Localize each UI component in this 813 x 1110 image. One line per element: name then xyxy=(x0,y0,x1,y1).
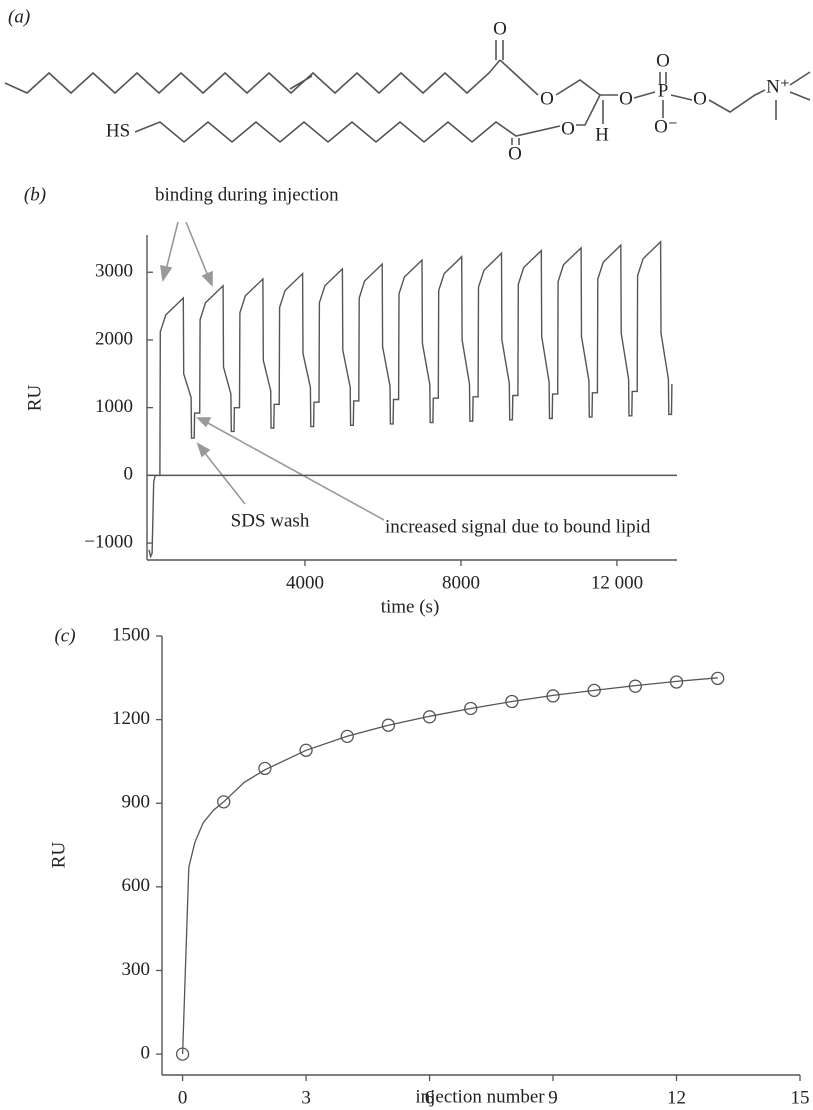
point xyxy=(628,679,643,693)
point xyxy=(299,743,313,757)
y-tick-label: 600 xyxy=(122,875,151,896)
bond xyxy=(576,94,601,126)
annotation: SDS wash xyxy=(231,510,310,531)
x-tick-label: 15 xyxy=(791,1087,810,1108)
atom-label: O xyxy=(561,118,575,139)
bond xyxy=(708,89,766,113)
point xyxy=(258,761,272,776)
x-tick-label: 9 xyxy=(548,1087,558,1108)
y-tick-label: 2000 xyxy=(95,328,133,349)
y-tick-label: 900 xyxy=(122,792,151,813)
bond xyxy=(633,91,656,99)
point xyxy=(217,795,231,809)
x-tick-label: 8000 xyxy=(442,572,480,593)
y-tick-label: 1200 xyxy=(112,708,150,729)
arrows xyxy=(160,221,385,521)
annotation: increased signal due to bound lipid xyxy=(385,516,651,537)
bond xyxy=(289,75,313,90)
bond xyxy=(789,91,811,101)
y-tick-label: 0 xyxy=(124,464,134,485)
y-axis-label: RU xyxy=(24,385,45,412)
point xyxy=(381,718,396,732)
bond xyxy=(134,120,561,144)
x-tick-label: 4000 xyxy=(286,572,324,593)
panel-label: (b) xyxy=(24,184,46,205)
y-tick-label: −1000 xyxy=(84,531,133,552)
trace xyxy=(148,240,673,559)
point xyxy=(422,710,437,724)
bond xyxy=(789,71,811,86)
fit-line xyxy=(181,677,718,1055)
x-tick-label: 0 xyxy=(178,1087,188,1108)
point xyxy=(587,683,601,698)
y-tick-label: 3000 xyxy=(95,261,133,282)
x-tick-label: 6 xyxy=(425,1087,435,1108)
bond xyxy=(670,94,693,101)
panel-label: (c) xyxy=(54,625,75,646)
x-tick-label: 3 xyxy=(301,1087,311,1108)
atom-label: O xyxy=(540,88,554,109)
point xyxy=(175,1047,190,1061)
y-tick-label: 1500 xyxy=(112,624,150,645)
atom-label: HS xyxy=(106,120,130,141)
point xyxy=(711,671,725,686)
point xyxy=(546,689,560,703)
x-tick-label: 12 xyxy=(667,1087,686,1108)
point xyxy=(669,675,684,689)
atom-label: O xyxy=(619,88,633,109)
atom-label: P xyxy=(658,80,669,101)
y-tick-label: 1000 xyxy=(95,396,133,417)
bond xyxy=(4,59,501,95)
atom-label: H xyxy=(595,124,609,145)
atom-label: O xyxy=(508,143,522,164)
y-tick-label: 300 xyxy=(122,959,151,980)
y-tick-label: 0 xyxy=(141,1042,151,1063)
point xyxy=(505,694,519,709)
atom-label: O xyxy=(693,88,707,109)
annotation: binding during injection xyxy=(155,184,339,205)
point xyxy=(340,729,354,743)
atom-label: O xyxy=(493,18,507,39)
bond xyxy=(499,59,539,96)
bond xyxy=(555,79,618,96)
x-axis-label: injection number xyxy=(415,1086,545,1107)
atom-label: N⁺ xyxy=(766,76,790,97)
point xyxy=(464,701,478,716)
y-axis-label: RU xyxy=(48,842,69,869)
panel-label: (a) xyxy=(8,6,30,27)
x-axis-label: time (s) xyxy=(381,596,440,617)
atom-label: O⁻ xyxy=(654,116,678,137)
x-tick-label: 12 000 xyxy=(591,572,643,593)
atom-label: O xyxy=(656,50,670,71)
